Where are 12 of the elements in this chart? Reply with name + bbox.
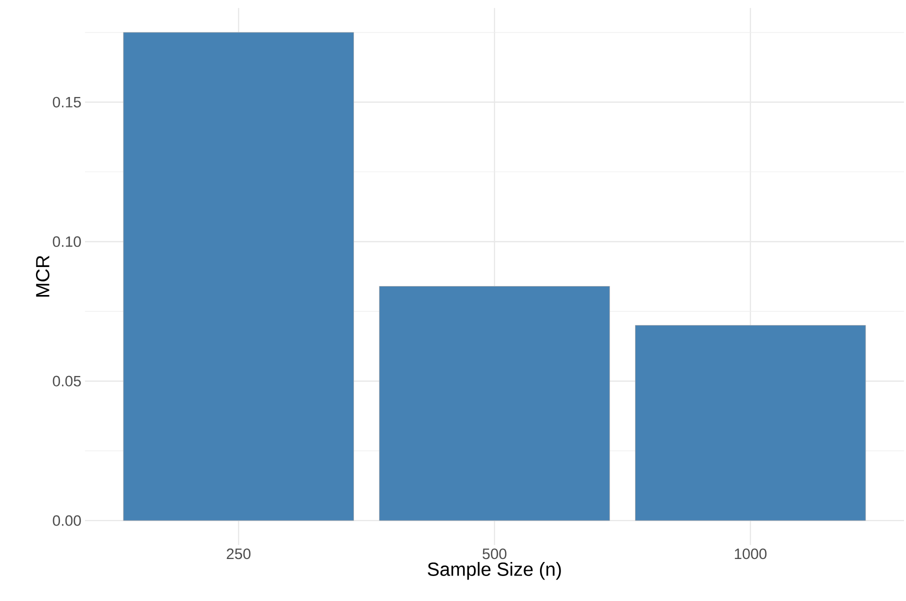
y-tick-label: 0.05 bbox=[52, 376, 81, 386]
x-tick-label: 500 bbox=[482, 548, 506, 560]
y-tick-label: 0.00 bbox=[52, 515, 81, 526]
bar bbox=[123, 32, 354, 521]
y-tick-label: 0.15 bbox=[52, 96, 81, 108]
x-axis-title: Sample Size (n) bbox=[428, 562, 561, 580]
bar bbox=[635, 325, 866, 521]
bar bbox=[379, 286, 610, 521]
x-tick-label: 250 bbox=[226, 548, 250, 560]
y-axis-title: MCR bbox=[36, 256, 50, 297]
x-tick-label: 1000 bbox=[734, 548, 767, 560]
y-tick-label: 0.10 bbox=[52, 236, 81, 247]
